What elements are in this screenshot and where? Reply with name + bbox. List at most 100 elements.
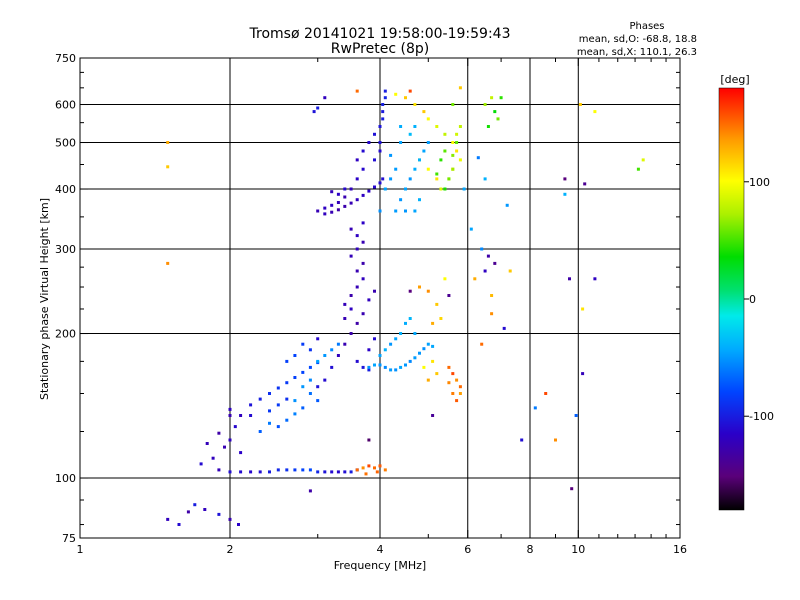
data-point (361, 149, 365, 153)
data-point (493, 261, 497, 265)
data-point (228, 470, 232, 474)
data-point (316, 385, 320, 389)
data-point (285, 397, 289, 401)
data-point (458, 86, 462, 90)
data-point (413, 103, 417, 106)
data-point (355, 158, 359, 162)
data-point (431, 344, 435, 348)
data-point (413, 332, 417, 335)
colorbar-label: [deg] (720, 73, 749, 86)
data-point (583, 182, 587, 186)
data-point (186, 510, 190, 514)
data-point (293, 399, 297, 403)
data-point (217, 468, 221, 472)
data-point (349, 307, 353, 311)
data-point (480, 342, 484, 346)
data-point (431, 414, 435, 417)
data-point (330, 203, 334, 207)
data-point (458, 385, 462, 389)
data-point (458, 392, 462, 395)
y-tick-label: 400 (55, 183, 76, 196)
data-point (435, 177, 439, 181)
data-point (361, 221, 365, 225)
data-point (239, 451, 243, 455)
phases-x-stats: mean, sd,X: 110.1, 26.3 (577, 47, 697, 58)
data-point (361, 312, 365, 316)
data-point (276, 425, 280, 429)
data-point (249, 403, 253, 407)
data-point (426, 342, 430, 346)
data-point (293, 412, 297, 416)
data-point (641, 158, 645, 162)
data-point (483, 103, 487, 106)
data-point (499, 96, 503, 100)
phases-o-stats: mean, sd,O: -68.8, 18.8 (579, 34, 697, 45)
data-point (349, 294, 353, 297)
data-point (383, 96, 387, 100)
data-point (404, 209, 407, 213)
x-axis-label: Frequency [MHz] (334, 559, 426, 572)
data-point (355, 198, 359, 202)
data-point (413, 209, 417, 213)
data-point (323, 96, 327, 100)
data-point (476, 156, 480, 160)
data-point (355, 89, 359, 93)
data-point (439, 317, 443, 320)
data-point (268, 470, 271, 474)
data-point (323, 354, 327, 357)
data-point (383, 187, 387, 191)
data-point (301, 342, 305, 346)
data-point (435, 302, 439, 306)
data-point (285, 359, 289, 363)
data-point (447, 177, 451, 181)
data-point (413, 167, 417, 171)
data-point (276, 386, 280, 390)
data-point (455, 378, 459, 382)
data-point (355, 321, 359, 325)
data-point (418, 158, 421, 162)
data-point (166, 517, 170, 521)
data-point (312, 110, 316, 114)
data-point (490, 96, 494, 100)
data-point (404, 321, 407, 325)
data-point (367, 298, 371, 302)
data-point (447, 365, 451, 369)
data-point (486, 254, 490, 258)
data-point (308, 468, 312, 472)
data-point (367, 189, 371, 193)
data-point (490, 294, 494, 297)
y-tick-label: 500 (55, 137, 76, 150)
data-point (249, 470, 253, 474)
data-point (323, 470, 327, 474)
data-point (166, 261, 170, 265)
data-point (276, 403, 280, 407)
data-point (563, 177, 567, 181)
data-point (258, 470, 262, 474)
y-tick-label: 200 (55, 328, 76, 341)
data-point (568, 277, 571, 281)
data-point (490, 312, 494, 316)
colorbar-tick-label: -100 (749, 410, 774, 423)
data-point (323, 212, 327, 216)
data-point (373, 363, 376, 367)
data-point (239, 470, 243, 474)
data-point (451, 103, 455, 106)
data-point (378, 181, 382, 185)
data-point (394, 92, 398, 96)
data-point (258, 397, 262, 401)
data-point (217, 431, 221, 435)
data-point (383, 348, 387, 352)
data-point (177, 523, 181, 526)
data-point (426, 378, 430, 382)
data-point (505, 203, 509, 207)
colorbar-tick-label: 0 (749, 293, 756, 306)
data-point (413, 125, 417, 128)
data-point (378, 125, 382, 128)
data-point (361, 466, 365, 470)
data-point (408, 132, 412, 136)
data-point (389, 368, 393, 372)
data-point (502, 326, 506, 330)
data-point (199, 462, 203, 466)
x-tick-label: 8 (527, 543, 534, 556)
x-tick-label: 10 (571, 543, 585, 556)
